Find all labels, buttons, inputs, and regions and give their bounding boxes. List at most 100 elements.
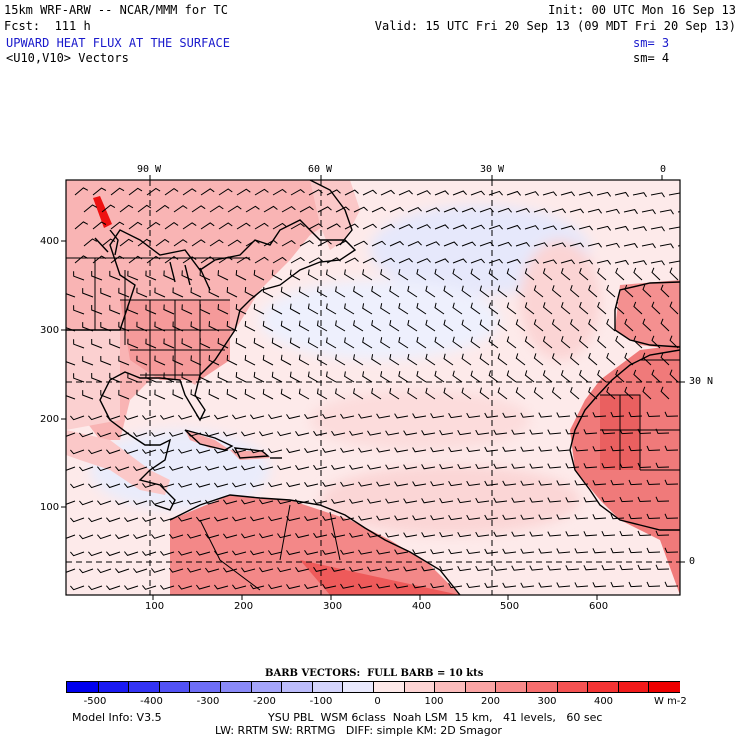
- wind-barb: [232, 448, 247, 454]
- wind-barb: [524, 302, 535, 315]
- wind-barb: [258, 533, 274, 539]
- wind-barb: [452, 302, 463, 315]
- wind-barb: [497, 285, 508, 298]
- wind-barb: [588, 318, 598, 332]
- wind-barb: [551, 319, 562, 332]
- wind-barb: [457, 429, 472, 436]
- colorbar-swatch: [587, 682, 620, 692]
- wind-barb: [190, 287, 202, 298]
- wind-barb: [127, 372, 139, 383]
- wind-barb: [578, 225, 593, 231]
- wind-barb: [538, 514, 553, 520]
- wind-barb: [606, 284, 616, 298]
- wind-barb: [316, 354, 328, 366]
- wind-barb: [181, 338, 193, 349]
- wind-barb: [556, 582, 571, 588]
- wind-barb: [448, 481, 463, 487]
- wind-barb: [470, 224, 485, 230]
- wind-barb: [187, 499, 202, 505]
- wind-barb: [280, 354, 292, 366]
- wind-barb: [434, 336, 445, 349]
- wind-barb: [606, 352, 616, 366]
- wind-barb: [124, 415, 139, 420]
- wind-barb: [376, 515, 391, 521]
- wind-barb: [353, 354, 364, 366]
- wind-barb: [106, 449, 121, 455]
- wind-barb: [524, 336, 535, 349]
- colorbar: [66, 681, 681, 693]
- wind-barb: [619, 462, 634, 469]
- frame-ticks: [61, 175, 685, 600]
- wind-barb: [340, 481, 355, 487]
- grid-y-200: 200: [40, 414, 60, 425]
- wind-barb: [412, 515, 427, 521]
- wind-barb: [163, 372, 175, 383]
- wind-barb: [502, 514, 517, 520]
- wind-barb: [633, 369, 643, 383]
- wind-barb: [457, 497, 472, 504]
- wind-barb: [91, 339, 103, 349]
- wind-barb: [502, 582, 517, 588]
- wind-barb: [385, 430, 400, 436]
- wind-barb: [169, 533, 184, 539]
- wind-barb: [205, 499, 220, 505]
- wind-barb: [380, 189, 395, 196]
- wind-barb: [538, 412, 553, 418]
- wind-barb: [160, 516, 175, 522]
- wind-barb: [470, 302, 481, 315]
- wind-barb: [199, 304, 211, 315]
- wind-barb: [110, 187, 125, 196]
- wind-barb: [163, 338, 175, 349]
- wind-barb: [244, 286, 256, 298]
- wind-barb: [651, 335, 661, 349]
- wind-barb: [142, 449, 157, 454]
- wind-barb: [497, 207, 512, 213]
- wind-barb: [380, 257, 395, 264]
- wind-barb: [124, 551, 139, 556]
- wind-barb: [191, 205, 206, 213]
- wind-barb: [290, 256, 305, 264]
- wind-barb: [416, 336, 427, 349]
- wind-barb: [313, 532, 328, 538]
- wind-barb: [205, 567, 220, 573]
- wind-barb: [394, 447, 409, 453]
- wind-barb: [556, 514, 571, 520]
- wind-barb: [331, 532, 346, 538]
- wind-barb: [249, 448, 265, 454]
- wind-barb: [574, 480, 589, 486]
- wind-barb: [642, 352, 652, 366]
- wind-barb: [619, 496, 634, 503]
- wind-barb: [642, 386, 652, 400]
- wind-barb: [511, 429, 526, 435]
- wind-barb: [313, 566, 328, 572]
- wind-barb: [376, 583, 391, 589]
- wind-barb: [226, 355, 238, 366]
- wind-barb: [624, 352, 634, 366]
- wind-barb: [515, 285, 526, 298]
- wind-barb: [407, 353, 418, 366]
- wind-barb: [82, 322, 94, 332]
- wind-barb: [217, 372, 229, 383]
- wind-barb: [479, 285, 490, 298]
- wind-barb: [295, 533, 310, 539]
- wind-barb: [380, 303, 391, 315]
- wind-barb: [538, 480, 553, 486]
- wind-barb: [412, 413, 427, 419]
- wind-barb: [164, 255, 179, 264]
- wind-barb: [421, 430, 436, 436]
- wind-barb: [267, 516, 283, 522]
- wind-barb: [118, 321, 130, 332]
- wind-barb: [610, 581, 625, 588]
- wind-barb: [214, 414, 229, 420]
- wind-barb: [556, 548, 571, 554]
- wind-barb: [151, 534, 166, 539]
- wind-barb: [385, 464, 400, 470]
- wind-barb: [632, 260, 647, 266]
- wind-barb: [623, 209, 638, 215]
- wind-barb: [641, 243, 656, 249]
- wind-barb: [524, 259, 539, 264]
- wind-barb: [232, 584, 247, 590]
- wind-barb: [214, 448, 229, 454]
- wind-barb: [425, 387, 436, 400]
- wind-barb: [398, 336, 409, 349]
